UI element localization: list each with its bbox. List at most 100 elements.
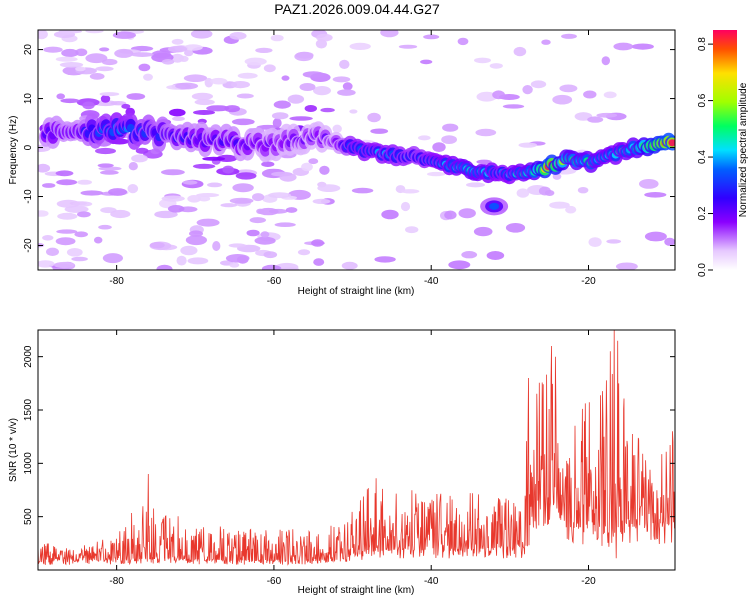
spectrogram-noise-cell — [442, 123, 459, 132]
spectrogram-noise-cell — [304, 105, 317, 112]
spectrogram-noise-cell — [179, 55, 189, 63]
spectrogram-noise-cell — [263, 251, 278, 259]
spectrogram-noise-cell — [229, 262, 240, 268]
snr-plot: -80 -60 -40 -20 500 1000 1500 2000 Height of st… — [8, 329, 676, 596]
snr-frame — [37, 329, 676, 571]
spectrogram-noise-cell — [100, 94, 111, 103]
snr-y-tick-label: 500 — [23, 508, 34, 525]
spectrogram-noise-cell — [156, 264, 173, 270]
spectrogram-noise-cell — [261, 264, 282, 270]
spectrogram-noise-cell — [114, 48, 134, 58]
spectrogram-noise-cell — [337, 89, 356, 96]
spectrogram-noise-cell — [66, 248, 83, 257]
spectrogram-noise-cell — [427, 171, 446, 177]
spectrogram-noise-cell — [603, 91, 617, 99]
spectrogram-y-label: Frequency (Hz) — [8, 116, 19, 185]
spectrogram-y-tick-label: 20 — [23, 44, 34, 56]
colorbar-label: Normalized spectral amplitude — [738, 82, 749, 217]
spectrogram-noise-cell — [476, 91, 497, 102]
spectrogram-noise-cell — [191, 92, 213, 101]
spectrogram-noise-cell — [143, 73, 153, 81]
spectrogram-y-tick-label: -10 — [23, 189, 34, 204]
spectrogram-noise-cell — [161, 59, 175, 65]
spectrogram-noise-cell — [182, 180, 198, 185]
spectrogram-noise-cell — [301, 162, 313, 172]
spectrogram-noise-cell — [370, 128, 389, 134]
spectrogram-noise-cell — [232, 183, 254, 193]
spectrogram-frame — [37, 29, 676, 271]
spectrogram-noise-cell — [127, 184, 139, 194]
spectrogram-noise-cell — [58, 30, 83, 34]
spectrogram-noise-cell — [198, 195, 211, 202]
spectrogram-noise-cell — [418, 135, 431, 141]
spectrogram-noise-cell — [236, 93, 254, 99]
spectrogram-noise-cell — [405, 226, 419, 234]
spectrogram-noise-cell — [587, 116, 604, 123]
spectrogram-noise-cell — [135, 147, 149, 154]
spectrogram-noise-cell — [172, 116, 185, 121]
spectrogram-noise-cell — [313, 258, 325, 266]
snr-y-tick-label: 1500 — [23, 398, 34, 421]
spectrogram-noise-cell — [256, 208, 265, 214]
spectrogram-noise-cell — [235, 172, 257, 180]
spectrogram-noise-cell — [339, 59, 350, 69]
spectrogram-noise-cell — [212, 241, 221, 251]
spectrogram-noise-cell — [180, 245, 198, 256]
spectrogram-noise-cell — [225, 253, 250, 263]
spectrogram-noise-cell — [82, 101, 95, 110]
snr-series-line — [38, 330, 675, 566]
spectrogram-noise-cell — [85, 30, 104, 34]
spectrogram-noise-cell — [308, 158, 319, 165]
spectrogram-noise-cell — [97, 163, 114, 168]
spectrogram-noise-cell — [99, 92, 120, 97]
spectrogram-noise-cell — [185, 235, 207, 246]
spectrogram-noise-cell — [559, 84, 578, 93]
spectrogram-noise-cell — [349, 42, 371, 51]
spectrogram-noise-cell — [190, 30, 213, 39]
spectrogram-noise-cell — [38, 163, 51, 173]
spectrogram-noise-cell — [516, 188, 530, 198]
spectrogram-noise-cell — [544, 190, 555, 196]
spectrogram-noise-cell — [196, 218, 220, 227]
spectrogram-noise-cell — [56, 229, 78, 234]
spectrogram-noise-cell — [60, 98, 80, 104]
spectrogram-noise-cell — [210, 77, 228, 85]
spectrogram-noise-cell — [313, 86, 331, 96]
snr-x-tick-label: -60 — [267, 576, 282, 587]
spectrogram-x-tick-label: -40 — [424, 276, 439, 287]
spectrogram-noise-cell — [255, 47, 273, 54]
spectrogram-noise-cell — [206, 105, 230, 112]
spectrogram-noise-cell — [192, 163, 216, 169]
spectrogram-noise-cell — [75, 48, 88, 57]
spectrogram-noise-cell — [260, 231, 270, 238]
spectrogram-noise-cell — [98, 224, 112, 230]
colorbar-tick-label: 0.4 — [697, 150, 708, 164]
spectrogram-noise-cell — [237, 72, 258, 79]
spectrogram-noise-cell — [287, 94, 305, 104]
spectrogram-noise-cell — [644, 231, 667, 242]
spectrogram-noise-cell — [56, 93, 65, 100]
spectrogram-noise-cell — [441, 135, 457, 145]
spectrogram-noise-cell — [102, 253, 123, 264]
spectrogram-noise-cell — [249, 217, 266, 224]
spectrogram-noise-cell — [273, 100, 291, 109]
spectrogram-noise-cell — [316, 33, 333, 42]
spectrogram-noise-cell — [400, 201, 411, 212]
spectrogram-noise-cell — [444, 210, 457, 220]
spectrogram-noise-cell — [187, 195, 202, 203]
figure-title: PAZ1.2026.009.04.44.G27 — [274, 1, 440, 17]
spectrogram-noise-cell — [121, 103, 131, 109]
spectrogram-noise-cell — [98, 166, 122, 171]
spectrogram-x-label: Height of straight line (km) — [298, 286, 415, 297]
spectrogram-noise-cell — [229, 197, 254, 204]
spectrogram-noise-cell — [664, 237, 675, 246]
spectrogram-noise-cell — [75, 66, 86, 72]
spectrogram-noise-cell — [458, 208, 476, 219]
spectrogram-noise-cell — [187, 257, 209, 265]
spectrogram-noise-cell — [398, 44, 418, 49]
spectrogram-noise-cell — [151, 50, 171, 59]
spectrogram-noise-cell — [332, 124, 342, 133]
spectrogram-noise-cell — [596, 112, 618, 118]
colorbar-gradient — [713, 30, 737, 270]
spectrogram-noise-cell — [38, 210, 49, 217]
